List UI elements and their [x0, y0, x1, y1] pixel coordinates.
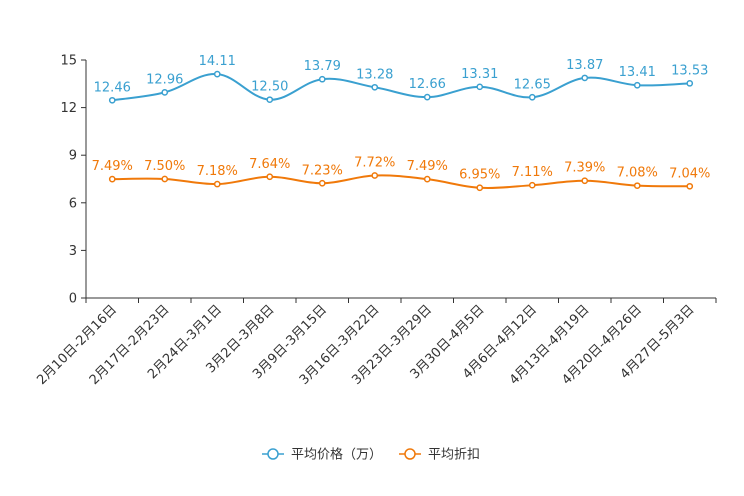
data-label-series-2: 7.49%	[92, 159, 133, 174]
data-point-series-2	[633, 182, 641, 190]
data-label-series-2: 7.49%	[407, 159, 448, 174]
data-point-series-2	[371, 172, 379, 179]
data-point-series-2	[161, 175, 169, 183]
data-point-series-2	[213, 180, 221, 188]
data-point-series-2	[581, 177, 589, 185]
data-label-series-1: 12.50	[251, 80, 288, 95]
data-point-series-2	[108, 175, 116, 183]
y-tick-label: 9	[69, 149, 77, 164]
data-label-series-2: 7.18%	[197, 164, 238, 179]
data-label-series-2: 7.11%	[512, 165, 553, 180]
series-line-1	[112, 73, 690, 102]
series-line-2	[112, 174, 690, 189]
data-point-series-2	[528, 181, 536, 189]
data-point-series-1	[686, 79, 694, 87]
data-point-series-2	[266, 173, 274, 181]
data-point-series-1	[423, 93, 431, 101]
data-point-series-2	[476, 184, 484, 192]
legend-marker-series-2	[404, 448, 416, 460]
data-label-series-2: 7.39%	[564, 161, 605, 176]
data-label-series-1: 14.11	[199, 54, 236, 69]
legend-label-series-1: 平均价格（万）	[291, 447, 382, 463]
legend-label-series-2: 平均折扣	[428, 448, 480, 463]
data-label-series-2: 7.23%	[302, 163, 343, 178]
data-label-series-1: 13.87	[566, 58, 603, 73]
data-point-series-1	[581, 74, 589, 82]
data-label-series-1: 13.41	[619, 65, 656, 80]
data-label-series-2: 7.04%	[669, 166, 710, 181]
data-point-series-1	[318, 75, 326, 83]
data-label-series-2: 7.08%	[617, 166, 658, 181]
data-point-series-1	[633, 81, 641, 89]
data-label-series-1: 12.65	[514, 77, 551, 92]
data-label-series-2: 7.50%	[144, 159, 185, 174]
data-point-series-2	[318, 179, 326, 187]
data-point-series-1	[266, 96, 274, 104]
data-label-series-1: 13.79	[304, 59, 341, 74]
legend-marker-series-1	[267, 448, 279, 460]
data-label-series-2: 7.72%	[354, 156, 395, 171]
data-point-series-2	[423, 175, 431, 183]
data-label-series-2: 7.64%	[249, 157, 290, 172]
y-tick-label: 12	[60, 101, 77, 116]
data-point-series-1	[161, 89, 169, 96]
data-point-series-1	[528, 93, 536, 101]
data-point-series-1	[371, 83, 379, 91]
y-tick-label: 3	[69, 244, 77, 259]
data-label-series-1: 12.46	[94, 80, 131, 95]
data-label-series-1: 13.31	[461, 67, 498, 82]
data-point-series-1	[108, 96, 116, 104]
y-tick-label: 15	[60, 54, 77, 69]
data-label-series-1: 13.53	[671, 63, 708, 78]
data-point-series-1	[476, 83, 484, 91]
data-label-series-1: 12.96	[146, 72, 183, 87]
y-tick-label: 6	[69, 196, 77, 211]
data-label-series-1: 13.28	[356, 67, 393, 82]
data-point-series-1	[213, 70, 221, 78]
data-label-series-1: 12.66	[409, 77, 446, 92]
data-point-series-2	[686, 182, 694, 190]
data-label-series-2: 6.95%	[459, 168, 500, 183]
y-tick-label: 0	[69, 292, 77, 307]
